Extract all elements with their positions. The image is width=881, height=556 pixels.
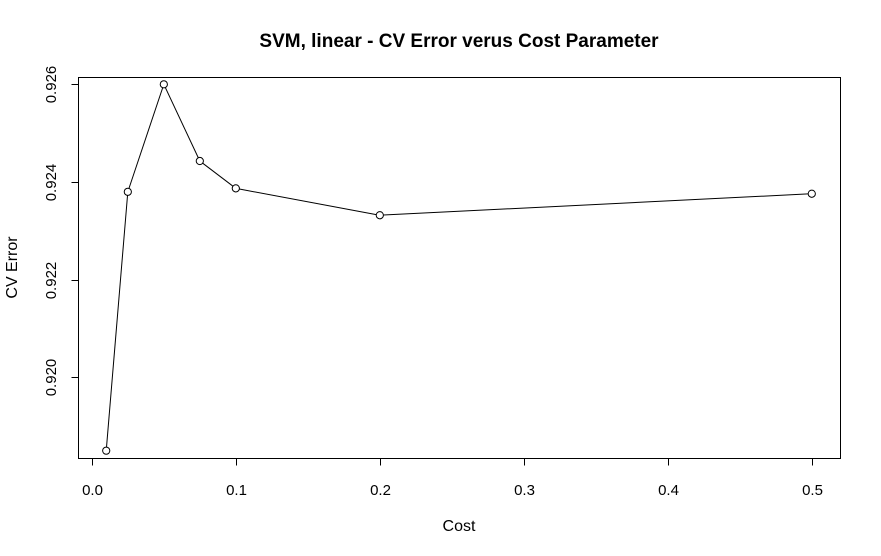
y-tick-label: 0.924 — [43, 164, 60, 202]
series-segment — [106, 195, 129, 448]
data-point — [102, 446, 111, 455]
y-tick-label: 0.920 — [43, 359, 60, 397]
data-point — [231, 184, 240, 193]
chart-title: SVM, linear - CV Error verus Cost Parame… — [259, 31, 659, 52]
y-tick-label: 0.922 — [43, 262, 60, 300]
data-point — [159, 80, 168, 89]
x-tick-label: 0.2 — [370, 482, 391, 499]
x-tick-label: 0.0 — [82, 482, 103, 499]
x-tick-label: 0.5 — [802, 482, 823, 499]
series-segment — [383, 193, 809, 216]
series-segment — [128, 87, 164, 189]
x-tick-label: 0.3 — [514, 482, 535, 499]
x-tick-label: 0.4 — [658, 482, 679, 499]
series-segments — [106, 87, 809, 448]
y-axis-label: CV Error — [4, 236, 21, 299]
data-point — [375, 211, 384, 220]
series-segment — [239, 188, 377, 216]
data-points — [102, 80, 816, 455]
x-axis: 0.0 0.1 0.2 0.3 0.4 0.5 — [82, 458, 823, 499]
plot-frame — [78, 77, 841, 459]
y-tick-label: 0.926 — [43, 66, 60, 104]
data-point — [123, 187, 132, 196]
series-segment — [202, 162, 234, 187]
x-tick-label: 0.1 — [226, 482, 247, 499]
y-axis: 0.920 0.922 0.924 0.926 — [43, 66, 79, 397]
series-segment — [164, 87, 199, 158]
data-point — [195, 156, 204, 166]
data-point — [807, 189, 816, 198]
x-axis-label: Cost — [443, 518, 476, 535]
